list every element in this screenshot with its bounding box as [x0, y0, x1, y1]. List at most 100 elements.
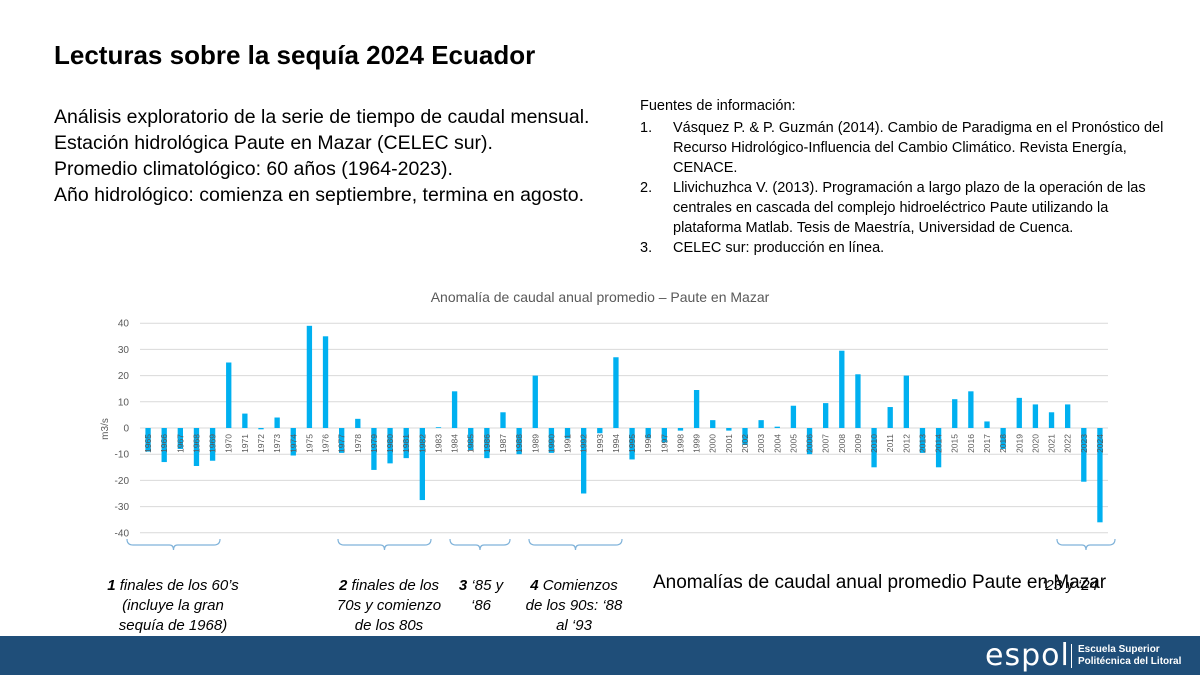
x-tick-label: 2021	[1047, 434, 1057, 453]
sources-list: 1. Vásquez P. & P. Guzmán (2014). Cambio …	[640, 118, 1180, 258]
bar	[806, 428, 813, 455]
x-tick-label: 1975	[304, 434, 314, 453]
period-brace	[1056, 538, 1116, 551]
bar	[1048, 412, 1055, 428]
bar	[145, 428, 151, 452]
period-brace	[337, 538, 432, 551]
x-tick-label: 1979	[369, 434, 379, 453]
x-tick-label: 2017	[982, 434, 992, 453]
chart-title: Anomalía de caudal anual promedio – Paut…	[431, 289, 770, 305]
source-item: 3. CELEC sur: producción en línea.	[640, 238, 1180, 258]
intro-line: Promedio climatológico: 60 años (1964-20…	[54, 158, 453, 180]
annotation-text: Comienzos de los 90s: ‘88 al ‘93	[525, 577, 623, 634]
y-tick-label: 0	[123, 424, 129, 435]
y-tick-labels: 40 30 20 10 0 -10 -20 -30 -40	[115, 319, 130, 540]
bar	[516, 428, 522, 455]
sources-heading: Fuentes de información:	[640, 98, 796, 114]
bar	[935, 428, 942, 468]
x-tick-label: 1999	[692, 434, 702, 453]
x-tick-label: 1996	[643, 434, 653, 453]
bar	[661, 428, 667, 443]
source-number: 1.	[640, 120, 653, 136]
bar	[1065, 404, 1071, 428]
bar	[161, 428, 167, 463]
x-tick-label: 2006	[805, 434, 815, 453]
bar	[242, 413, 248, 428]
period-brace	[449, 538, 511, 551]
y-tick-label: 10	[118, 397, 130, 408]
bar	[952, 399, 958, 428]
x-tick-label: 2010	[869, 434, 879, 453]
bar	[581, 428, 587, 494]
sources-block: Fuentes de información: 1. Vásquez P. & P…	[640, 96, 1180, 258]
x-tick-label: 1978	[353, 434, 363, 453]
anomaly-bar-chart: Anomalía de caudal anual promedio – Paut…	[100, 289, 1116, 551]
bar	[548, 428, 555, 453]
bar	[693, 390, 700, 428]
annotation-text: ‘85 y ‘86	[467, 577, 504, 614]
bar	[274, 417, 280, 428]
gridlines	[140, 322, 1108, 534]
bar	[468, 428, 474, 451]
footer-bar: espol Escuela Superior Politécnica del L…	[0, 636, 1200, 675]
annotation-period-2: 2 finales de los 70s y comienzo de los 8…	[329, 576, 449, 636]
annotation-text: finales de los 60’s (incluye la gran seq…	[115, 577, 239, 634]
x-tick-label: 1985	[466, 434, 476, 453]
intro-line: Año hidrológico: comienza en septiembre,…	[54, 184, 585, 206]
annotation-number: 3	[458, 577, 468, 594]
x-tick-label: 1966	[159, 434, 169, 453]
x-tick-label: 1989	[530, 434, 540, 453]
bar	[564, 428, 571, 439]
bar	[710, 420, 716, 428]
annotation-period-3: 3 ‘85 y ‘86	[456, 576, 506, 616]
x-tick-label: 1981	[401, 434, 411, 453]
x-tick-label: 2009	[853, 434, 863, 453]
y-tick-label: 30	[118, 345, 130, 356]
bar	[193, 428, 200, 466]
bar	[387, 428, 393, 464]
x-tick-label: 2008	[837, 434, 847, 453]
bar	[1016, 397, 1022, 428]
x-tick-label: 1990	[546, 434, 556, 453]
bar	[968, 391, 974, 428]
bar	[339, 428, 345, 453]
y-tick-label: 20	[118, 371, 130, 382]
x-tick-label: 1973	[272, 434, 282, 453]
espol-logo: espol	[985, 638, 1070, 673]
x-tick-label: 1986	[482, 434, 492, 453]
bar	[355, 418, 361, 428]
bar	[887, 407, 893, 428]
source-number: 2.	[640, 180, 653, 196]
bar	[435, 427, 442, 428]
bar	[451, 391, 458, 428]
x-tick-label: 1974	[288, 434, 298, 453]
x-tick-label: 1980	[385, 434, 395, 453]
x-tick-label: 2004	[772, 434, 782, 453]
intro-line: Estación hidrológica Paute en Mazar (CEL…	[54, 132, 493, 154]
annotation-number: 1	[107, 577, 116, 594]
bar	[306, 325, 313, 428]
x-tick-label: 2005	[788, 434, 798, 453]
source-item: 1. Vásquez P. & P. Guzmán (2014). Cambio …	[640, 118, 1180, 178]
x-tick-label: 1968	[191, 434, 201, 453]
x-tick-label: 2001	[724, 434, 734, 453]
annotation-period-1: 1 finales de los 60’s (incluye la gran s…	[98, 576, 248, 636]
source-text: Llivichuzhca V. (2013). Programación a l…	[673, 180, 1146, 236]
bars	[145, 325, 1103, 523]
x-tick-label: 1992	[579, 434, 589, 453]
y-tick-label: -10	[115, 450, 130, 461]
bar	[790, 405, 797, 428]
y-axis-label: m3/s	[100, 418, 111, 440]
bar	[758, 420, 764, 428]
x-tick-label: 1972	[256, 434, 266, 453]
source-text: Vásquez P. & P. Guzmán (2014). Cambio de…	[673, 120, 1164, 176]
bar	[903, 375, 909, 428]
annotation-text: finales de los 70s y comienzo de los 80s	[336, 577, 442, 634]
bar	[726, 428, 732, 431]
bar	[290, 428, 296, 456]
institution-name: Escuela Superior Politécnica del Litoral	[1078, 644, 1181, 668]
x-tick-label: 1977	[337, 434, 347, 453]
x-tick-label: 1971	[240, 434, 250, 453]
y-tick-label: -20	[115, 476, 130, 487]
source-item: 2. Llivichuzhca V. (2013). Programación a…	[640, 178, 1180, 238]
